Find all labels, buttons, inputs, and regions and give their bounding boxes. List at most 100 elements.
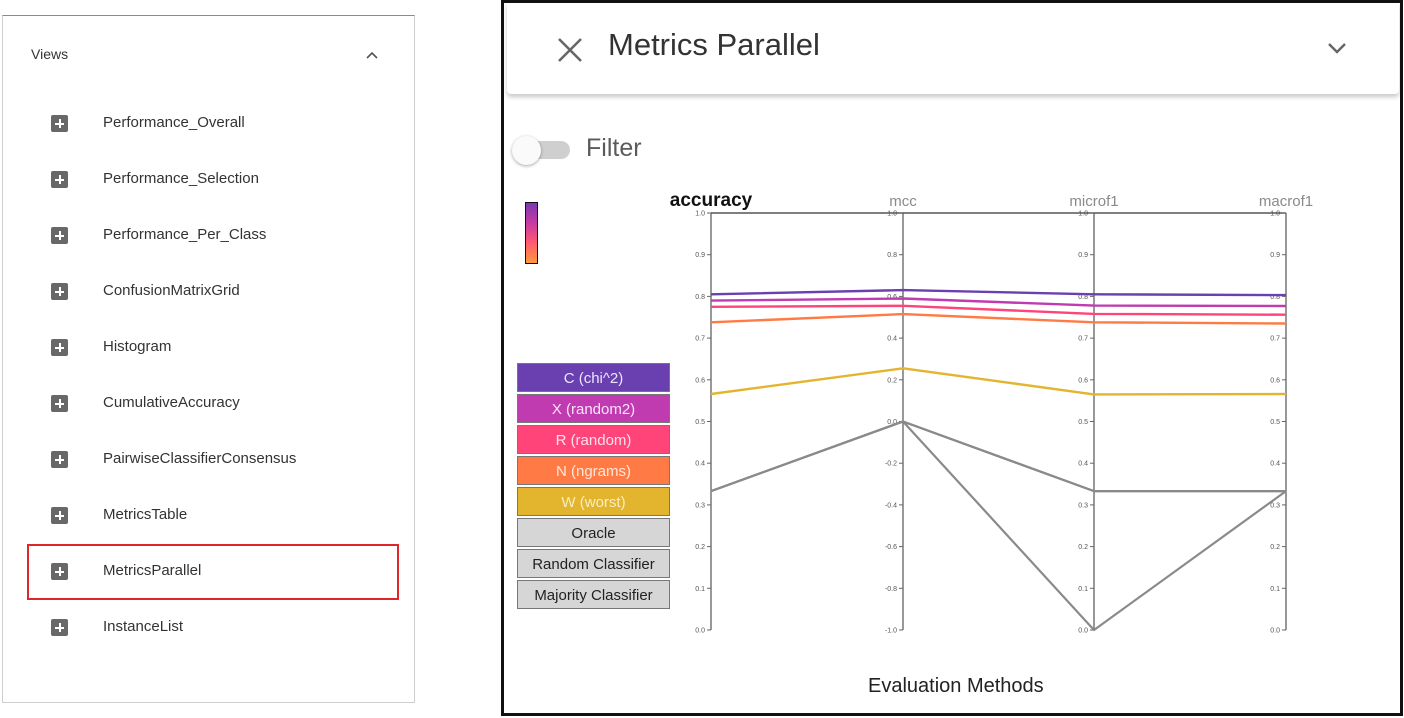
- tick-label: 0.1: [1270, 586, 1280, 593]
- view-item[interactable]: InstanceList: [27, 600, 399, 656]
- tick-label: 0.6: [695, 377, 705, 384]
- view-item[interactable]: Performance_Overall: [27, 96, 399, 152]
- tick-label: 1.0: [887, 211, 897, 218]
- close-icon[interactable]: [555, 35, 585, 65]
- tick-label: 0.2: [887, 377, 897, 384]
- view-item-label: PairwiseClassifierConsensus: [103, 450, 297, 467]
- series-line: [710, 367, 1287, 396]
- chevron-down-icon[interactable]: [1323, 38, 1351, 58]
- metrics-parallel-panel: Metrics Parallel Filter 0.0 0.1 0.2 0.3 0.4 0…: [501, 0, 1403, 716]
- tick-label: 0.9: [695, 252, 705, 259]
- legend-item[interactable]: C (chi^2): [517, 363, 670, 392]
- tick-label: 0.3: [1270, 502, 1280, 509]
- tick-label: 0.0: [887, 419, 897, 426]
- axis-title: microf1: [1069, 193, 1118, 210]
- axis-title: macrof1: [1259, 193, 1313, 210]
- view-item-label: Performance_Per_Class: [103, 226, 267, 243]
- view-item-label: Performance_Overall: [103, 114, 245, 131]
- legend-item[interactable]: Random Classifier: [517, 549, 670, 578]
- tick-label: 0.7: [1270, 336, 1280, 343]
- parallel-coordinates-plot: 0.00.10.20.30.40.50.60.70.80.91.0accurac…: [670, 190, 1313, 635]
- x-axis-label: Evaluation Methods: [868, 675, 1044, 697]
- view-item-label: InstanceList: [103, 618, 184, 635]
- add-icon[interactable]: [51, 395, 68, 412]
- panel-header: Metrics Parallel: [507, 3, 1399, 94]
- views-header: Views: [31, 46, 69, 62]
- legend-item[interactable]: X (random2): [517, 394, 670, 423]
- tick-label: -0.6: [885, 544, 897, 551]
- tick-label: 0.8: [1078, 294, 1088, 301]
- tick-label: 0.2: [1270, 544, 1280, 551]
- legend-item[interactable]: N (ngrams): [517, 456, 670, 485]
- add-icon[interactable]: [51, 619, 68, 636]
- tick-label: -1.0: [885, 628, 897, 635]
- series-line: [710, 420, 1286, 493]
- tick-label: 0.3: [1078, 502, 1088, 509]
- view-item-label: Performance_Selection: [103, 170, 259, 187]
- tick-label: 0.0: [695, 628, 705, 635]
- view-item-label: MetricsTable: [103, 506, 188, 523]
- series-line: [710, 288, 1287, 297]
- tick-label: 0.8: [1270, 294, 1280, 301]
- tick-label: 0.0: [1270, 628, 1280, 635]
- tick-label: 0.4: [887, 336, 897, 343]
- view-item[interactable]: Performance_Selection: [27, 152, 399, 208]
- add-icon[interactable]: [51, 563, 68, 580]
- tick-label: 0.5: [1270, 419, 1280, 426]
- tick-label: 0.3: [695, 502, 705, 509]
- add-icon[interactable]: [51, 507, 68, 524]
- view-item-label: ConfusionMatrixGrid: [103, 282, 240, 299]
- tick-label: 0.2: [695, 544, 705, 551]
- add-icon[interactable]: [51, 451, 68, 468]
- tick-label: 0.6: [1270, 377, 1280, 384]
- add-icon[interactable]: [51, 227, 68, 244]
- view-item[interactable]: MetricsTable: [27, 488, 399, 544]
- chevron-up-icon[interactable]: [361, 46, 383, 64]
- tick-label: 0.9: [1270, 252, 1280, 259]
- view-item[interactable]: CumulativeAccuracy: [27, 376, 399, 432]
- add-icon[interactable]: [51, 171, 68, 188]
- add-icon[interactable]: [51, 339, 68, 356]
- tick-label: 1.0: [1270, 211, 1280, 218]
- filter-toggle-knob: [512, 136, 541, 165]
- add-icon[interactable]: [51, 283, 68, 300]
- tick-label: 0.1: [1078, 586, 1088, 593]
- tick-label: 0.1: [695, 586, 705, 593]
- view-item[interactable]: MetricsParallel: [27, 544, 399, 600]
- tick-label: 0.7: [695, 336, 705, 343]
- tick-label: 0.4: [1270, 461, 1280, 468]
- axis-title: accuracy: [670, 190, 753, 211]
- filter-toggle[interactable]: [512, 136, 574, 166]
- legend-item[interactable]: R (random): [517, 425, 670, 454]
- color-scale-bar[interactable]: [525, 202, 538, 264]
- view-item[interactable]: PairwiseClassifierConsensus: [27, 432, 399, 488]
- series-line: [710, 312, 1287, 325]
- tick-label: -0.8: [885, 586, 897, 593]
- view-item[interactable]: ConfusionMatrixGrid: [27, 264, 399, 320]
- add-icon[interactable]: [51, 115, 68, 132]
- tick-label: 0.2: [1078, 544, 1088, 551]
- tick-label: -0.4: [885, 502, 897, 509]
- axis-title: mcc: [889, 193, 917, 210]
- tick-label: 0.5: [695, 419, 705, 426]
- view-item[interactable]: Histogram: [27, 320, 399, 376]
- tick-label: 0.8: [695, 294, 705, 301]
- tick-label: 0.8: [887, 252, 897, 259]
- view-item-label: MetricsParallel: [103, 562, 202, 579]
- legend-item[interactable]: Majority Classifier: [517, 580, 670, 609]
- tick-label: 0.4: [1078, 461, 1088, 468]
- tick-label: 1.0: [1078, 211, 1088, 218]
- series-line: [710, 297, 1287, 308]
- tick-label: 0.4: [695, 461, 705, 468]
- tick-label: 0.9: [1078, 252, 1088, 259]
- legend-item[interactable]: Oracle: [517, 518, 670, 547]
- tick-label: 0.6: [887, 294, 897, 301]
- legend-item[interactable]: W (worst): [517, 487, 670, 516]
- filter-label: Filter: [586, 134, 642, 162]
- tick-label: -0.2: [885, 461, 897, 468]
- view-item[interactable]: Performance_Per_Class: [27, 208, 399, 264]
- panel-title: Metrics Parallel: [608, 27, 820, 62]
- tick-label: 1.0: [695, 211, 705, 218]
- view-item-label: CumulativeAccuracy: [103, 394, 240, 411]
- classifier-legend: C (chi^2) X (random2) R (random) N (ngrams)…: [517, 363, 670, 611]
